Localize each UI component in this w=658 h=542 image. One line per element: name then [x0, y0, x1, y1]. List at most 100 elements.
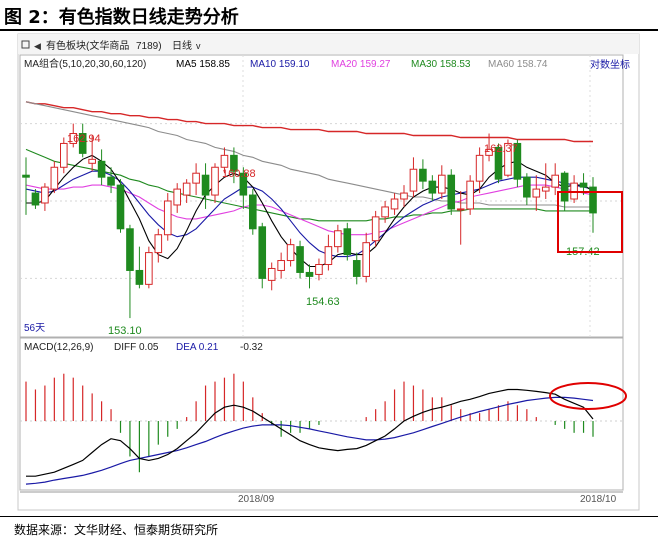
candle: [277, 252, 285, 279]
candle: [334, 224, 342, 253]
candle-body: [390, 198, 399, 210]
candle-body: [409, 168, 418, 192]
product-label[interactable]: 有色板块(文华商品: [46, 39, 129, 52]
candle: [456, 191, 465, 245]
candle-body: [230, 154, 238, 172]
chevron-down-icon[interactable]: v: [196, 41, 201, 51]
candle: [466, 175, 474, 215]
figure-title: 图 2：有色指数日线走势分析: [4, 7, 239, 28]
candle: [362, 232, 370, 283]
candle-body: [579, 182, 588, 188]
candle-body: [324, 246, 333, 266]
candle-body: [135, 269, 144, 285]
line-ma60: [25, 101, 593, 208]
candle: [69, 123, 78, 148]
candle-body: [220, 154, 229, 168]
macd-panel: [19, 337, 624, 491]
candle: [239, 167, 248, 209]
high-label-1: 162.94: [67, 133, 101, 145]
candle: [220, 147, 229, 174]
candle-body: [428, 180, 437, 194]
dea-line: [25, 396, 594, 485]
candle: [513, 139, 522, 188]
candle: [249, 189, 257, 235]
candle: [551, 163, 560, 196]
candle-body: [362, 242, 370, 277]
candle-body: [22, 174, 30, 178]
candle: [50, 161, 59, 194]
candle-body: [305, 271, 314, 277]
log-axis-label[interactable]: 对数坐标: [590, 58, 630, 71]
candle-body: [97, 160, 106, 178]
candle-body: [532, 188, 541, 198]
candle-body: [239, 172, 248, 196]
ma5-label: MA5 158.85: [176, 59, 230, 70]
source-rule: [0, 516, 658, 517]
product-code: 7189): [136, 41, 162, 52]
candle-body: [513, 142, 522, 180]
candle-body: [173, 188, 181, 206]
candle-body: [589, 186, 597, 214]
month-label-oct: 2018/10: [580, 494, 617, 505]
candle-body: [438, 174, 446, 194]
candle-body: [523, 176, 531, 198]
candle-body: [494, 146, 503, 180]
candle-body: [343, 228, 352, 256]
candle-body: [69, 133, 78, 144]
grid-icon[interactable]: [21, 40, 30, 49]
candle-body: [78, 133, 87, 154]
candle-body: [88, 158, 96, 164]
arrow-left-icon[interactable]: ◀: [34, 41, 41, 51]
candle: [182, 179, 191, 203]
candle-body: [560, 172, 569, 202]
candle-body: [541, 186, 550, 192]
macd-lines: [25, 388, 594, 485]
candle-body: [504, 142, 512, 176]
candle: [485, 133, 493, 162]
candle: [419, 159, 427, 190]
candle: [230, 147, 238, 184]
days-label: 56天: [24, 323, 45, 334]
candle: [343, 222, 352, 261]
candle-body: [60, 142, 68, 168]
candle-body: [107, 176, 115, 186]
candle: [88, 135, 96, 172]
period-selector[interactable]: 日线: [172, 39, 192, 52]
candle: [267, 262, 276, 291]
candle: [541, 163, 550, 200]
candle-body: [145, 252, 153, 285]
candle: [400, 185, 408, 207]
candle-body: [456, 208, 465, 211]
candle-body: [551, 174, 560, 188]
candle-body: [50, 166, 59, 190]
candle: [60, 137, 68, 174]
dea-label: DEA 0.21: [176, 342, 219, 353]
candle: [296, 240, 304, 279]
candle: [447, 169, 456, 215]
candle: [504, 139, 512, 178]
candle: [475, 147, 484, 194]
diff-line: [26, 388, 594, 477]
candle-body: [447, 174, 456, 210]
candle: [381, 201, 389, 223]
candle: [41, 183, 49, 211]
candle: [126, 224, 134, 319]
candle: [409, 157, 418, 198]
candle-body: [31, 192, 40, 206]
candle: [173, 183, 181, 213]
candle-body: [267, 267, 276, 281]
candle-body: [400, 192, 408, 200]
candle: [494, 143, 503, 184]
candle: [163, 193, 172, 241]
candle: [192, 163, 200, 196]
candle-body: [315, 264, 323, 275]
candle: [305, 264, 314, 289]
data-source: 数据来源：文华财经、恒泰期货研究所: [14, 523, 219, 537]
candle-body: [466, 180, 474, 210]
candle: [107, 167, 115, 194]
candle-body: [475, 154, 484, 182]
candle-body: [201, 174, 210, 196]
title-rule: [0, 29, 658, 31]
candle-body: [277, 260, 285, 271]
